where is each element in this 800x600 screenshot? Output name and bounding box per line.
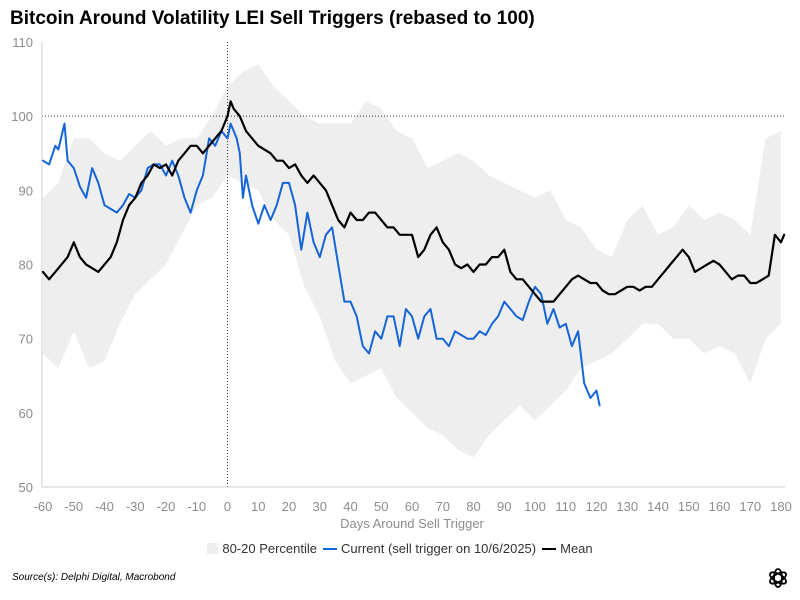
x-tick-label: 160 (709, 499, 731, 514)
chart-title: Bitcoin Around Volatility LEI Sell Trigg… (10, 8, 535, 29)
legend-item-mean: Mean (542, 541, 593, 556)
legend-label-mean: Mean (560, 541, 593, 556)
y-tick-label: 70 (19, 332, 33, 347)
y-tick-label: 80 (19, 258, 33, 273)
x-tick-label: 80 (466, 499, 480, 514)
x-tick-label: -40 (95, 499, 114, 514)
x-tick-label: 90 (497, 499, 511, 514)
y-tick-label: 110 (12, 35, 33, 50)
x-axis-label: Days Around Sell Trigger (340, 516, 484, 531)
legend-label-band: 80-20 Percentile (222, 541, 318, 556)
x-tick-label: 50 (374, 499, 388, 514)
axes (41, 42, 785, 488)
legend-swatch-current (323, 547, 338, 550)
x-tick-label: -50 (64, 499, 83, 514)
legend-label-current: Current (sell trigger on 10/6/2025) (341, 541, 537, 556)
series-line-current (42, 122, 601, 407)
x-tick-label: -10 (187, 499, 206, 514)
series-line-mean (41, 100, 786, 303)
y-tick-label: 90 (19, 183, 33, 198)
legend-swatch-band (207, 543, 219, 554)
delphi-logo-icon (769, 568, 787, 588)
legend-swatch-mean (542, 547, 557, 550)
x-tick-label: 130 (616, 499, 638, 514)
x-tick-label: -20 (157, 499, 176, 514)
x-tick-label: -30 (126, 499, 145, 514)
x-tick-label: 140 (647, 499, 669, 514)
x-tick-label: 0 (224, 499, 231, 514)
x-tick-label: -60 (34, 499, 53, 514)
x-tick-label: 30 (313, 499, 327, 514)
percentile-band-layer (43, 64, 781, 458)
x-tick-label: 150 (678, 499, 700, 514)
x-tick-label: 100 (524, 499, 546, 514)
x-tick-label: 10 (251, 499, 265, 514)
tick-labels: -60 -50 -40 -30 -20 -10 0 10 20 30 40 50 60 70 80 90 100… (11, 35, 792, 514)
series-layer (41, 100, 786, 407)
y-tick-label: 100 (11, 109, 33, 124)
legend: 80-20 Percentile Current (sell trigger o… (0, 541, 800, 556)
reference-lines (42, 42, 785, 487)
x-tick-label: 20 (282, 499, 296, 514)
x-tick-label: 70 (436, 499, 450, 514)
y-tick-label: 50 (19, 480, 33, 495)
y-tick-label: 60 (19, 406, 33, 421)
source-note: Source(s): Delphi Digital, Macrobond (12, 572, 176, 583)
x-tick-label: 110 (555, 499, 576, 514)
legend-item-current: Current (sell trigger on 10/6/2025) (323, 541, 536, 556)
percentile-band (43, 64, 781, 458)
x-tick-label: 120 (586, 499, 608, 514)
x-tick-label: 60 (405, 499, 419, 514)
legend-item-band: 80-20 Percentile (207, 541, 317, 556)
x-tick-label: 40 (343, 499, 357, 514)
x-tick-label: 170 (739, 499, 761, 514)
x-tick-label: 180 (770, 499, 792, 514)
